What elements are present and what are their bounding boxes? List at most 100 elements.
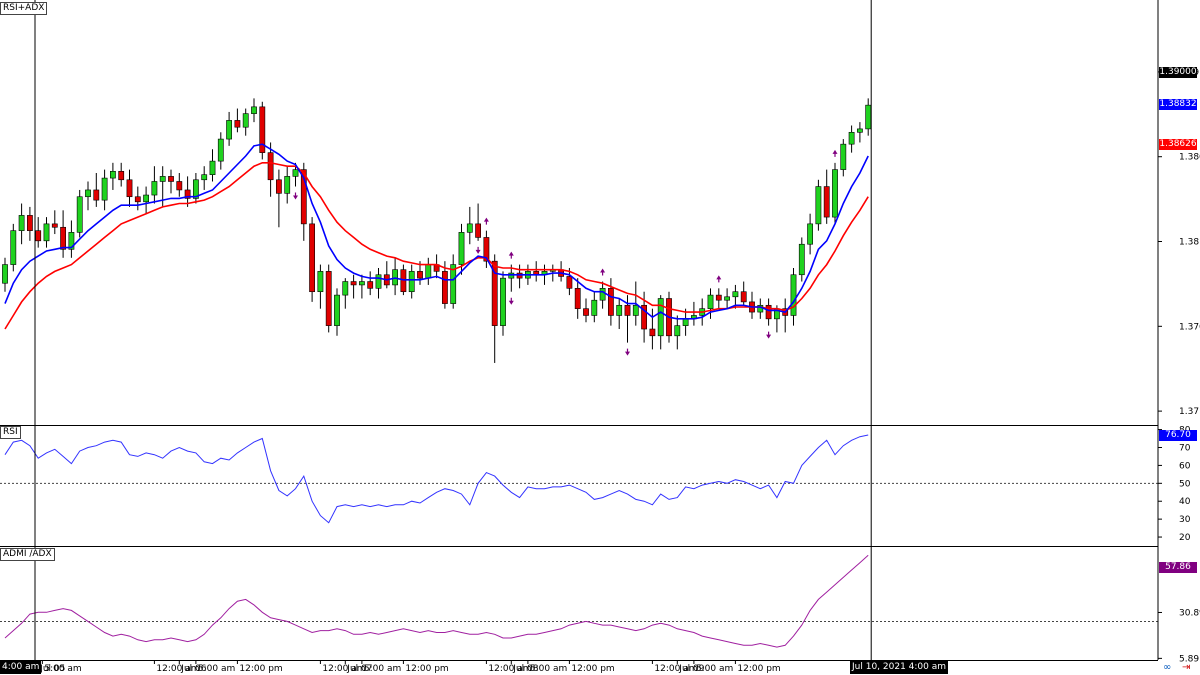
bullish-candle: [599, 288, 606, 301]
time-tick-label: Jul 09: [678, 664, 704, 674]
link-icon[interactable]: ∞: [1163, 662, 1172, 673]
rsi-panel-title: RSI: [0, 426, 21, 439]
bullish-candle: [76, 196, 83, 233]
price-axis-tick-label: 1.38196: [1179, 238, 1200, 248]
bearish-candle: [325, 271, 332, 326]
bearish-candle: [574, 288, 581, 309]
bullish-candle: [674, 325, 681, 337]
bearish-candle: [184, 189, 191, 199]
bullish-candle: [68, 232, 75, 250]
bullish-candle: [242, 113, 249, 128]
bearish-candle: [93, 189, 100, 201]
crosshair-right-time: Jul 10, 2021 4:00 am: [850, 661, 949, 674]
bullish-candle: [848, 131, 855, 145]
bullish-candle: [101, 177, 108, 201]
bullish-candle: [292, 169, 299, 177]
rsi-axis-tick-label: 50: [1179, 479, 1191, 489]
rsi-panel: 80706050403020: [0, 426, 1191, 543]
bullish-candle: [616, 304, 623, 316]
time-tick-label: 12:00 am: [322, 664, 365, 674]
bullish-candle: [500, 277, 506, 326]
bullish-candle: [18, 215, 25, 231]
adx-axis-tick-label: 30.89: [1179, 608, 1200, 618]
bullish-candle: [226, 120, 232, 140]
signal-arrow-down: [766, 331, 772, 339]
bullish-candle: [251, 106, 257, 114]
bullish-candle: [408, 271, 415, 293]
bullish-candle: [798, 243, 805, 276]
slow-moving-average-line: [4, 162, 869, 330]
bearish-candle: [176, 181, 183, 191]
bullish-candle: [159, 176, 166, 182]
time-tick-label: 5:00 am: [198, 664, 235, 674]
forward-arrow-icon[interactable]: ⇥: [1182, 662, 1191, 673]
bullish-candle: [85, 189, 91, 198]
bullish-candle: [657, 298, 664, 337]
time-tick-label: 12:00 pm: [737, 664, 780, 674]
adx-panel: 30.89 5.89: [0, 554, 1200, 664]
time-tick-label: 5:00 am: [530, 664, 567, 674]
bullish-candle: [591, 299, 598, 316]
bullish-candle: [832, 169, 838, 218]
fast-ma-tag: 1.38832: [1159, 99, 1197, 110]
bullish-candle: [840, 143, 847, 170]
bullish-candle: [143, 194, 149, 203]
bullish-candle: [151, 181, 158, 196]
bearish-candle: [26, 215, 33, 231]
bullish-candle: [317, 271, 324, 293]
bullish-candle: [284, 176, 291, 194]
bearish-candle: [275, 179, 282, 194]
price-axis-tick-label: 1.37196: [1179, 407, 1200, 417]
bearish-candle: [118, 170, 125, 181]
time-tick-label: Jul 05: [39, 664, 65, 674]
bearish-candle: [60, 226, 66, 250]
bearish-candle: [441, 271, 448, 304]
bullish-candle: [865, 104, 872, 130]
fast-moving-average-line: [4, 143, 869, 320]
price-axis-tick-label: 1.37696: [1179, 322, 1200, 332]
bearish-candle: [483, 237, 490, 262]
bearish-candle: [300, 169, 307, 225]
signal-arrow-up: [483, 217, 489, 225]
rsi-axis-tick-label: 30: [1179, 515, 1191, 525]
bearish-candle: [823, 186, 830, 218]
bearish-candle: [350, 281, 357, 286]
time-tick-label: 5:00 am: [44, 664, 81, 674]
bullish-candle: [724, 296, 730, 301]
bearish-candle: [126, 179, 133, 198]
bearish-candle: [715, 294, 722, 301]
bearish-candle: [566, 276, 573, 289]
time-tick-label: 12:00 pm: [239, 664, 282, 674]
bullish-candle: [856, 128, 863, 133]
price-panel: 1.391961.386961.381961.376961.37196: [2, 68, 1200, 417]
bullish-candle: [201, 174, 208, 181]
bullish-candle: [466, 223, 473, 233]
bullish-candle: [425, 264, 432, 279]
bullish-candle: [732, 291, 739, 298]
time-tick-label: 5:00 am: [364, 664, 401, 674]
bearish-candle: [765, 304, 772, 320]
time-tick-label: 12:00 am: [488, 664, 531, 674]
bearish-candle: [134, 196, 141, 203]
bullish-candle: [815, 186, 822, 225]
bearish-candle: [309, 223, 315, 293]
bullish-candle: [807, 223, 813, 245]
signal-arrow-up: [508, 251, 514, 259]
rsi-axis-tick-label: 40: [1179, 497, 1191, 507]
bullish-candle: [508, 272, 515, 279]
bullish-candle: [342, 281, 349, 296]
signal-arrow-up: [832, 149, 838, 157]
bullish-candle: [375, 274, 382, 289]
bearish-candle: [624, 304, 631, 316]
bullish-candle: [450, 264, 457, 304]
slow-ma-tag: 1.38626: [1159, 139, 1197, 150]
price-axis-tick-label: 1.38696: [1179, 153, 1200, 163]
bearish-candle: [267, 152, 274, 181]
bullish-candle: [458, 232, 465, 265]
time-tick-label: Jul 07: [346, 664, 372, 674]
bullish-candle: [217, 138, 224, 162]
time-tick-label: 12:00 am: [654, 664, 697, 674]
bearish-candle: [649, 328, 656, 337]
signal-arrow-down: [475, 246, 481, 254]
bearish-candle: [740, 291, 747, 303]
